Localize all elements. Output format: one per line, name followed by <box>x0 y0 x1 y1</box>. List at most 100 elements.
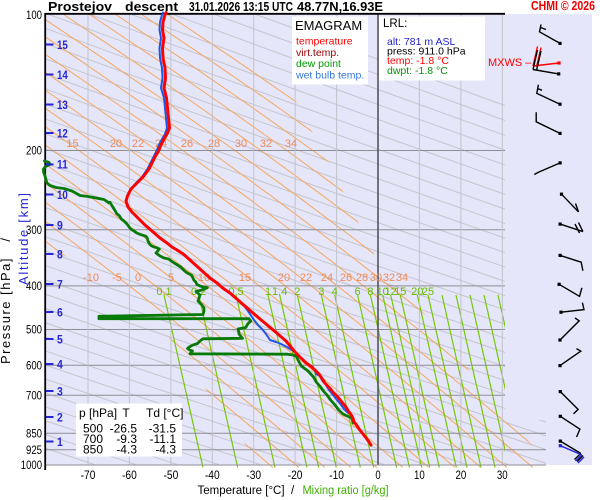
svg-text:4: 4 <box>332 286 338 298</box>
svg-text:22: 22 <box>300 272 312 284</box>
svg-text:-40: -40 <box>205 470 220 482</box>
svg-text:dwpt: -1.8 °C: dwpt: -1.8 °C <box>387 65 448 77</box>
svg-text:-10: -10 <box>83 272 99 284</box>
svg-text:300: 300 <box>26 225 42 237</box>
svg-text:700: 700 <box>83 432 103 446</box>
svg-text:0: 0 <box>375 470 380 482</box>
svg-text:20: 20 <box>110 138 122 150</box>
svg-text:25: 25 <box>422 286 434 298</box>
svg-text:30: 30 <box>370 272 382 284</box>
svg-text:p [hPa]: p [hPa] <box>79 406 117 420</box>
svg-text:3: 3 <box>318 286 324 298</box>
svg-text:48.77N,16.93E: 48.77N,16.93E <box>297 0 383 14</box>
svg-text:31.01.2026 13:15 UTC: 31.01.2026 13:15 UTC <box>189 0 293 14</box>
svg-text:descent: descent <box>125 0 179 14</box>
svg-text:4: 4 <box>57 359 63 371</box>
svg-text:34: 34 <box>396 272 408 284</box>
svg-text:EMAGRAM: EMAGRAM <box>295 18 362 33</box>
svg-text:10: 10 <box>414 470 425 482</box>
svg-text:CHMI © 2026: CHMI © 2026 <box>531 0 595 13</box>
svg-text:temperature: temperature <box>296 36 353 48</box>
svg-text:-10: -10 <box>329 470 344 482</box>
svg-text:15: 15 <box>394 286 406 298</box>
svg-text:12: 12 <box>385 286 397 298</box>
svg-text:-11.1: -11.1 <box>150 432 177 446</box>
svg-text:Mixing ratio [g/kg]: Mixing ratio [g/kg] <box>303 485 389 497</box>
svg-text:1: 1 <box>265 286 271 298</box>
svg-text:8: 8 <box>367 286 373 298</box>
svg-text:T: T <box>122 406 130 420</box>
svg-text:press: 911.0 hPa: press: 911.0 hPa <box>387 46 466 58</box>
svg-text:-5: -5 <box>112 272 122 284</box>
svg-text:Td [°C]: Td [°C] <box>146 406 183 420</box>
svg-text:Pressure [hPa] /: Pressure [hPa] / <box>0 238 13 364</box>
svg-text:-20: -20 <box>288 470 303 482</box>
svg-text:200: 200 <box>26 146 42 158</box>
svg-text:10: 10 <box>57 190 68 202</box>
svg-text:0.1: 0.1 <box>156 286 171 298</box>
svg-text:wet bulb temp.: wet bulb temp. <box>295 70 364 82</box>
svg-text:virt.temp.: virt.temp. <box>296 47 339 59</box>
svg-text:30: 30 <box>497 470 508 482</box>
svg-text:28: 28 <box>356 272 368 284</box>
svg-text:28: 28 <box>208 138 220 150</box>
svg-text:700: 700 <box>26 391 42 403</box>
svg-text:850: 850 <box>83 443 103 457</box>
svg-text:0: 0 <box>135 272 141 284</box>
svg-text:1.4: 1.4 <box>272 286 287 298</box>
svg-text:7: 7 <box>57 279 63 291</box>
svg-text:-26.5: -26.5 <box>110 422 138 436</box>
svg-text:12: 12 <box>57 128 68 140</box>
svg-text:20: 20 <box>411 286 423 298</box>
svg-text:10: 10 <box>377 286 389 298</box>
svg-text:8: 8 <box>57 249 63 261</box>
svg-text:2: 2 <box>57 412 63 424</box>
svg-text:20: 20 <box>456 470 467 482</box>
svg-text:850: 850 <box>26 428 42 440</box>
svg-text:500: 500 <box>83 422 103 436</box>
svg-text:34: 34 <box>285 138 297 150</box>
svg-text:Altitude [km]: Altitude [km] <box>16 193 31 285</box>
svg-text:temp: -1.8 °C: temp: -1.8 °C <box>387 55 449 67</box>
svg-text:LRL:: LRL: <box>383 18 407 30</box>
svg-text:-9.3: -9.3 <box>116 432 137 446</box>
svg-text:14: 14 <box>57 70 68 82</box>
svg-text:-50: -50 <box>164 470 179 482</box>
svg-text:5: 5 <box>57 334 63 346</box>
svg-text:925: 925 <box>26 445 42 457</box>
svg-text:400: 400 <box>26 281 42 293</box>
svg-text:1000: 1000 <box>21 460 42 472</box>
svg-text:6: 6 <box>57 307 63 319</box>
svg-text:-30: -30 <box>246 470 261 482</box>
svg-text:15: 15 <box>239 272 251 284</box>
svg-text:32: 32 <box>383 272 395 284</box>
svg-text:26: 26 <box>181 138 193 150</box>
svg-text:22: 22 <box>132 138 144 150</box>
svg-text:100: 100 <box>26 10 42 22</box>
svg-text:32: 32 <box>260 138 272 150</box>
svg-text:30: 30 <box>235 138 247 150</box>
svg-text:2: 2 <box>294 286 300 298</box>
svg-text:26: 26 <box>340 272 352 284</box>
svg-text:-70: -70 <box>81 470 96 482</box>
svg-text:-60: -60 <box>122 470 137 482</box>
svg-text:alt: 781 m ASL: alt: 781 m ASL <box>387 36 455 48</box>
svg-text:Temperature [°C] /: Temperature [°C] / <box>198 485 295 497</box>
svg-text:9: 9 <box>57 220 63 232</box>
svg-text:-31.5: -31.5 <box>149 422 177 436</box>
svg-text:13: 13 <box>57 100 68 112</box>
svg-text:3: 3 <box>57 386 63 398</box>
svg-text:15: 15 <box>57 40 68 52</box>
svg-text:20: 20 <box>278 272 290 284</box>
svg-text:dew point: dew point <box>296 58 341 70</box>
svg-text:Prostejov: Prostejov <box>48 0 113 14</box>
svg-text:11: 11 <box>57 160 68 172</box>
svg-text:5: 5 <box>168 272 174 284</box>
svg-text:24: 24 <box>321 272 333 284</box>
svg-text:600: 600 <box>26 360 42 372</box>
svg-text:500: 500 <box>26 325 42 337</box>
svg-text:15: 15 <box>66 138 78 150</box>
svg-text:-4.3: -4.3 <box>116 443 137 457</box>
svg-text:MXWS –: MXWS – <box>488 57 532 69</box>
svg-text:-4.3: -4.3 <box>155 443 176 457</box>
